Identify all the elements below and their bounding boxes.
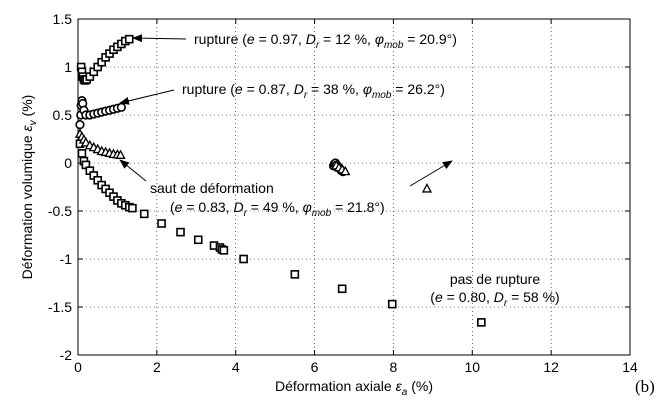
data-point-square: [219, 246, 229, 255]
x-tick-label: 0: [74, 359, 82, 375]
x-tick-label: 10: [464, 359, 480, 375]
y-tick-label: 0.5: [53, 107, 73, 123]
x-tick-label: 6: [311, 359, 319, 375]
data-point-square: [77, 149, 87, 158]
data-point-square: [337, 284, 347, 294]
x-axis-ticks: 0 2 4 6 8 10 12 14: [74, 19, 638, 375]
data-point-square: [387, 299, 397, 309]
svg-text:(e = 0.80, Dr = 58 %): (e = 0.80, Dr = 58 %): [430, 289, 559, 309]
svg-text:(e = 0.83, Dr = 49 %, φmob = 2: (e = 0.83, Dr = 49 %, φmob = 21.8°): [170, 199, 385, 219]
y-tick-label: -0.5: [48, 203, 72, 219]
annotation-pas-de-rupture: pas de rupture (e = 0.80, Dr = 58 %): [430, 271, 559, 309]
svg-text:saut de déformation: saut de déformation: [150, 180, 274, 196]
x-tick-label: 4: [232, 359, 240, 375]
data-point-square: [477, 318, 486, 327]
x-tick-label: 8: [390, 359, 398, 375]
y-tick-label: 1: [64, 59, 72, 75]
data-point-triangle: [340, 165, 351, 176]
x-tick-label: 2: [153, 359, 161, 375]
y-tick-label: -1: [60, 251, 73, 267]
x-tick-label: 12: [543, 359, 559, 375]
data-point-square: [193, 235, 203, 245]
y-tick-label: 1.5: [53, 11, 73, 27]
x-axis-label: Déformation axiale εa (%): [275, 378, 433, 398]
x-tick-label: 14: [622, 359, 638, 375]
data-point-circle: [116, 102, 126, 112]
data-points: [74, 34, 486, 327]
y-tick-label: -1.5: [48, 299, 72, 315]
svg-text:pas de rupture: pas de rupture: [450, 271, 540, 287]
data-point-square: [139, 209, 149, 219]
data-point-circle: [75, 119, 85, 130]
grid: [78, 19, 630, 355]
data-point-square: [128, 203, 137, 213]
data-point-square: [290, 270, 300, 279]
panel-label: (b): [635, 377, 655, 396]
data-point-triangle: [421, 183, 433, 193]
data-point-square: [124, 34, 134, 44]
data-point-square: [239, 254, 248, 264]
data-point-square: [176, 227, 185, 237]
data-point-triangle: [115, 149, 126, 159]
y-axis-label: Déformation volumique εv (%): [19, 95, 39, 280]
plot-frame: [77, 18, 631, 356]
y-axis-ticks: -2 -1.5 -1 -0.5 0 0.5 1 1.5: [48, 11, 630, 363]
y-tick-label: 0: [64, 155, 72, 171]
annotation-saut: saut de déformation (e = 0.83, Dr = 49 %…: [119, 159, 453, 219]
plot-area: [78, 19, 630, 355]
y-tick-label: -2: [60, 347, 73, 363]
data-point-square: [157, 219, 166, 228]
